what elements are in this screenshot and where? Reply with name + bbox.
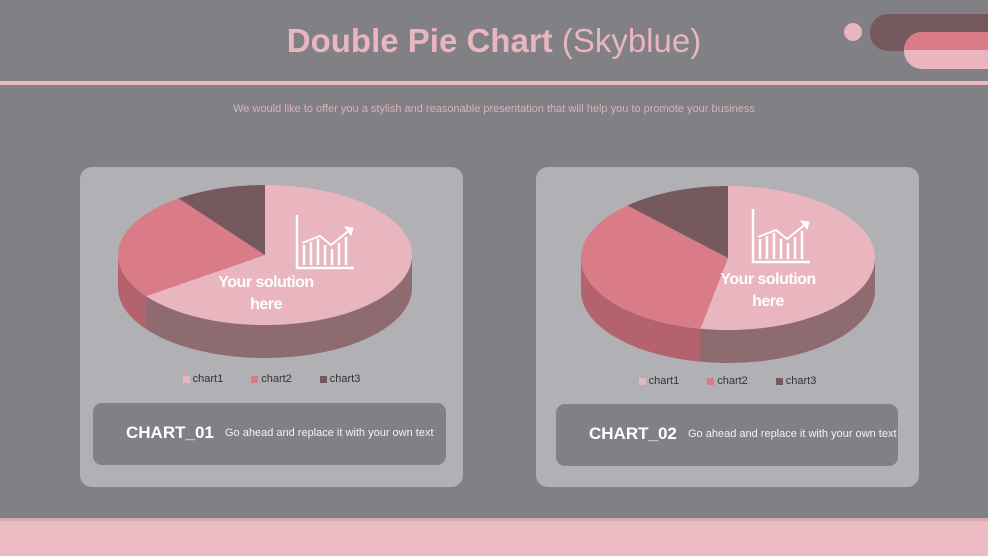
page-title: Double Pie Chart (Skyblue) [0, 22, 988, 60]
pie-side-chart1 [146, 255, 412, 358]
header-divider [0, 81, 988, 85]
title-bold: Double Pie Chart [286, 22, 553, 59]
info-card-2: CHART_02 Go ahead and replace it with yo… [556, 404, 898, 466]
card-description: Go ahead and replace it with your own te… [688, 428, 897, 440]
pie-chart-2 [581, 186, 875, 363]
bar-chart-growth-icon [295, 215, 354, 270]
pie-slice-chart3 [627, 186, 728, 258]
overlay-text: Your solution here [720, 271, 816, 310]
legend: chart1 chart2 chart3 [80, 373, 463, 385]
card-title: CHART_01 [126, 423, 214, 442]
pie-chart-1 [118, 185, 412, 358]
chart-panel-2: Your solution here chart1 chart2 chart3 C… [536, 167, 919, 487]
bar-chart-growth-icon [751, 209, 810, 264]
legend-item-chart1: chart1 [638, 375, 679, 387]
overlay-text: Your solution here [218, 274, 314, 313]
pie-side-chart2 [118, 255, 147, 330]
title-light: (Skyblue) [561, 22, 702, 59]
pie-slice-chart1 [146, 185, 412, 325]
pie-side-chart2 [581, 258, 701, 362]
subtitle: We would like to offer you a stylish and… [233, 103, 755, 115]
chart-panel-1: Your solution here chart1 chart2 chart3 C… [80, 167, 463, 487]
legend-item-chart3: chart3 [319, 373, 360, 385]
pie-side-chart1 [700, 258, 875, 363]
legend-item-chart1: chart1 [182, 373, 223, 385]
legend-item-chart3: chart3 [775, 375, 816, 387]
info-card-1: CHART_01 Go ahead and replace it with yo… [93, 403, 446, 465]
card-description: Go ahead and replace it with your own te… [225, 427, 434, 439]
pie-slice-chart2 [581, 205, 728, 329]
legend: chart1 chart2 chart3 [536, 375, 919, 387]
footer-band [0, 518, 988, 556]
legend-item-chart2: chart2 [707, 375, 748, 387]
card-title: CHART_02 [589, 424, 677, 443]
pie-slice-chart3 [178, 185, 265, 255]
decorative-pills [844, 14, 988, 69]
legend-item-chart2: chart2 [251, 373, 292, 385]
pie-slice-chart2 [118, 198, 265, 297]
